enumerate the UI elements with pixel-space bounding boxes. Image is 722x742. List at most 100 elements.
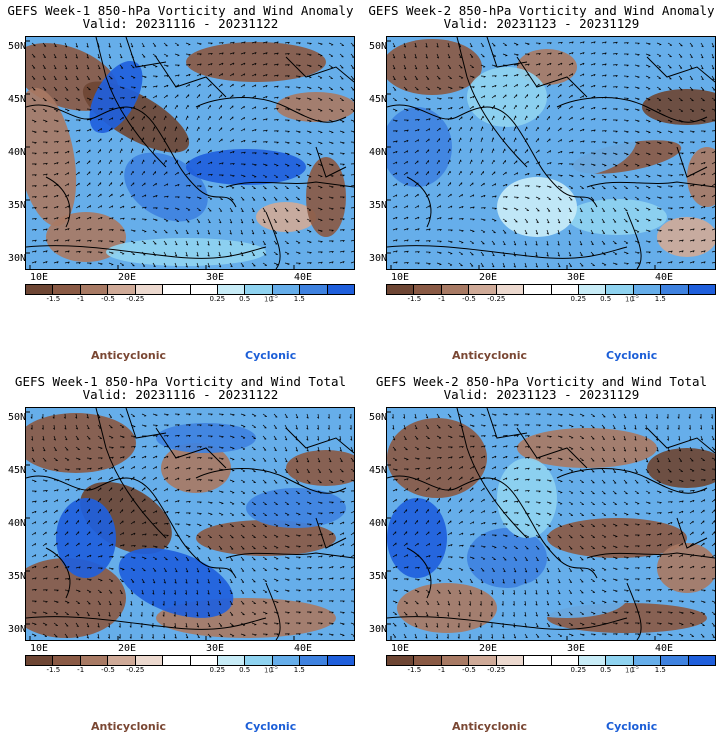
colorbar-tick-label: -1.5	[46, 295, 61, 303]
map-drawing	[26, 408, 354, 640]
lon-label: 10E	[391, 272, 410, 283]
panel-week2-total: GEFS Week-2 850-hPa Vorticity and Wind T…	[361, 371, 722, 742]
colorbar-tick-label: 0.5	[600, 295, 612, 303]
colorbar-tick-label: -0.25	[487, 295, 506, 303]
colorbar-tick-label: -0.5	[462, 295, 476, 303]
colorbar-tick-label: -0.5	[101, 666, 115, 674]
lat-label: 45N	[368, 94, 387, 105]
colorbar-tick-label: -0.25	[126, 666, 145, 674]
colorbar-tick-label: 1.5	[654, 666, 666, 674]
colorbar-tick-label: -1	[77, 666, 85, 674]
colorbar-tick-label: 1	[630, 666, 636, 674]
colorbar-tick-label: 1.5	[293, 666, 305, 674]
anticyclonic-label: Anticyclonic	[452, 720, 528, 733]
lat-label: 30N	[7, 624, 26, 635]
vorticity-map	[386, 407, 716, 641]
colorbar	[386, 655, 716, 666]
lat-label: 45N	[368, 465, 387, 476]
colorbar-tick-label: 0.25	[570, 666, 587, 674]
colorbar-tick-label: -1.5	[46, 666, 61, 674]
colorbar-units: 10-5	[625, 294, 639, 304]
colorbar-tick-label: 0.25	[209, 666, 226, 674]
colorbar-tick-label: 1	[269, 295, 275, 303]
anticyclonic-label: Anticyclonic	[452, 349, 528, 362]
cyclonic-label: Cyclonic	[606, 349, 658, 362]
lat-label: 40N	[7, 147, 26, 158]
panel-valid-dates: Valid: 20231116 - 20231122	[82, 387, 279, 402]
lon-label: 10E	[391, 643, 410, 654]
colorbar	[25, 655, 355, 666]
colorbar-tick-label: -0.25	[126, 295, 145, 303]
panel-valid-dates: Valid: 20231116 - 20231122	[82, 16, 279, 31]
colorbar-tick-label: -0.25	[487, 666, 506, 674]
lon-label: 20E	[479, 643, 498, 654]
colorbar	[386, 284, 716, 295]
lon-label: 30E	[206, 643, 225, 654]
colorbar	[25, 284, 355, 295]
lon-label: 40E	[655, 643, 674, 654]
anticyclonic-label: Anticyclonic	[91, 720, 167, 733]
anticyclonic-label: Anticyclonic	[91, 349, 167, 362]
cyclonic-label: Cyclonic	[606, 720, 658, 733]
lon-label: 20E	[479, 272, 498, 283]
lon-label: 40E	[294, 643, 313, 654]
panel-valid-dates: Valid: 20231123 - 20231129	[443, 387, 640, 402]
lon-label: 30E	[567, 643, 586, 654]
lat-label: 45N	[7, 465, 26, 476]
colorbar-tick-label: -1.5	[407, 666, 422, 674]
lat-label: 35N	[7, 200, 26, 211]
lat-label: 45N	[7, 94, 26, 105]
lat-label: 30N	[7, 253, 26, 264]
lat-label: 35N	[368, 571, 387, 582]
vorticity-map	[25, 407, 355, 641]
vorticity-map	[25, 36, 355, 270]
lat-label: 50N	[7, 41, 26, 52]
panel-valid-dates: Valid: 20231123 - 20231129	[443, 16, 640, 31]
lat-label: 35N	[7, 571, 26, 582]
cyclonic-label: Cyclonic	[245, 720, 297, 733]
lat-label: 40N	[368, 147, 387, 158]
map-drawing	[26, 37, 354, 269]
colorbar-units: 10-5	[625, 665, 639, 675]
colorbar-tick-label: 1	[630, 295, 636, 303]
lon-label: 30E	[206, 272, 225, 283]
colorbar-tick-label: -0.5	[462, 666, 476, 674]
colorbar-tick-label: 1.5	[654, 295, 666, 303]
lat-label: 50N	[7, 412, 26, 423]
lon-label: 10E	[30, 643, 49, 654]
lon-label: 10E	[30, 272, 49, 283]
colorbar-tick-label: 0.5	[239, 295, 251, 303]
lon-label: 20E	[118, 272, 137, 283]
colorbar-tick-label: 0.5	[600, 666, 612, 674]
colorbar-tick-label: 0.25	[209, 295, 226, 303]
lon-label: 40E	[294, 272, 313, 283]
lat-label: 40N	[7, 518, 26, 529]
lon-label: 30E	[567, 272, 586, 283]
colorbar-tick-label: -0.5	[101, 295, 115, 303]
colorbar-tick-label: -1	[77, 295, 85, 303]
colorbar-tick-label: 0.25	[570, 295, 587, 303]
panel-title: GEFS Week-2 850-hPa Vorticity and Wind T…	[375, 374, 708, 389]
colorbar-tick-label: -1.5	[407, 295, 422, 303]
lon-label: 40E	[655, 272, 674, 283]
panel-week2-anomaly: GEFS Week-2 850-hPa Vorticity and Wind A…	[361, 0, 722, 371]
map-drawing	[387, 37, 715, 269]
colorbar-tick-label: 1	[269, 666, 275, 674]
vorticity-map	[386, 36, 716, 270]
panel-title: GEFS Week-1 850-hPa Vorticity and Wind T…	[14, 374, 347, 389]
lat-label: 30N	[368, 624, 387, 635]
colorbar-units: 10-5	[264, 665, 278, 675]
colorbar-tick-label: 1.5	[293, 295, 305, 303]
lat-label: 30N	[368, 253, 387, 264]
cyclonic-label: Cyclonic	[245, 349, 297, 362]
lat-label: 40N	[368, 518, 387, 529]
panel-week1-total: GEFS Week-1 850-hPa Vorticity and Wind T…	[0, 371, 361, 742]
colorbar-tick-label: 0.5	[239, 666, 251, 674]
lat-label: 50N	[368, 41, 387, 52]
lat-label: 50N	[368, 412, 387, 423]
colorbar-tick-label: -1	[438, 295, 446, 303]
map-drawing	[387, 408, 715, 640]
colorbar-units: 10-5	[264, 294, 278, 304]
panel-week1-anomaly: GEFS Week-1 850-hPa Vorticity and Wind A…	[0, 0, 361, 371]
colorbar-tick-label: -1	[438, 666, 446, 674]
